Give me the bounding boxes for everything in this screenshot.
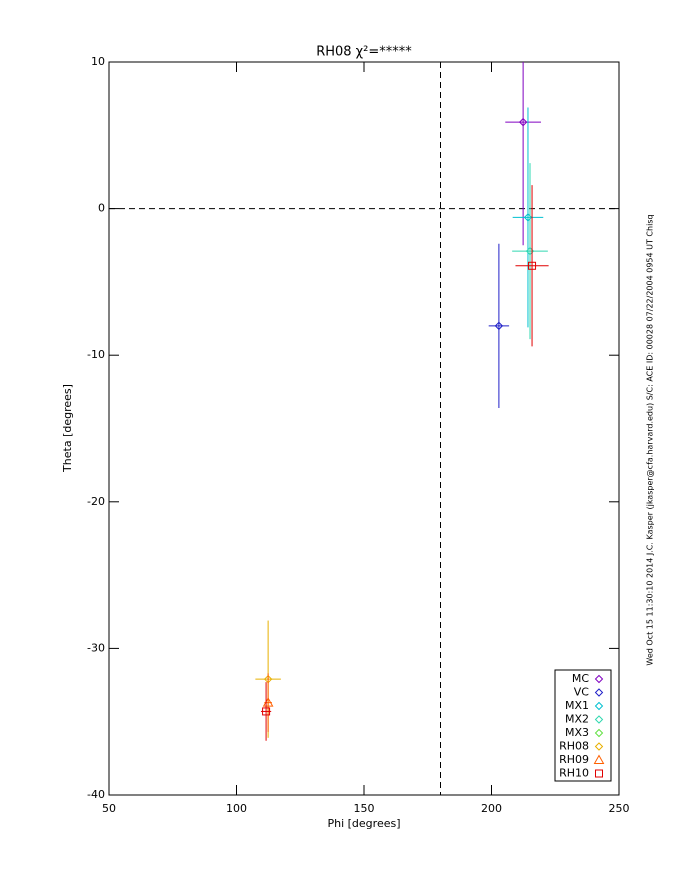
- marker: [594, 742, 604, 751]
- legend-label: MX1: [565, 699, 589, 712]
- legend-label: MX3: [565, 726, 589, 739]
- x-tick-label: 200: [481, 802, 502, 815]
- y-tick-label: -10: [87, 348, 105, 361]
- x-tick-label: 50: [102, 802, 116, 815]
- marker: [593, 754, 605, 764]
- legend-label: MX2: [565, 713, 589, 726]
- marker: [528, 261, 537, 270]
- legend-label: RH10: [559, 767, 589, 780]
- marker: [494, 321, 504, 331]
- marker: [518, 117, 528, 127]
- x-tick-label: 100: [226, 802, 247, 815]
- legend-label: RH09: [559, 753, 589, 766]
- chart-title: RH08 χ²=*****: [316, 45, 412, 60]
- plot-frame: [108, 61, 620, 796]
- legend-label: VC: [574, 686, 590, 699]
- plot-data: [255, 62, 549, 741]
- y-tick-label: -20: [87, 495, 105, 508]
- marker: [594, 701, 604, 711]
- y-tick-label: 0: [98, 202, 105, 215]
- y-tick-label: -30: [87, 641, 105, 654]
- marker: [594, 715, 604, 724]
- side-note: Wed Oct 15 11:30:10 2014 J.C. Kasper (jk…: [646, 214, 655, 665]
- marker: [594, 688, 604, 697]
- marker: [594, 728, 604, 738]
- x-tick-label: 150: [354, 802, 375, 815]
- y-axis-label: Theta [degrees]: [61, 384, 74, 473]
- legend-box: [554, 669, 612, 782]
- y-tick-label: -40: [87, 788, 105, 801]
- legend-label: MC: [572, 672, 589, 685]
- x-tick-label: 250: [609, 802, 630, 815]
- marker: [262, 707, 271, 716]
- marker: [595, 769, 603, 778]
- y-tick-label: 10: [91, 55, 105, 68]
- x-axis-label: Phi [degrees]: [327, 817, 400, 830]
- legend-label: RH08: [559, 740, 589, 753]
- marker: [594, 674, 604, 684]
